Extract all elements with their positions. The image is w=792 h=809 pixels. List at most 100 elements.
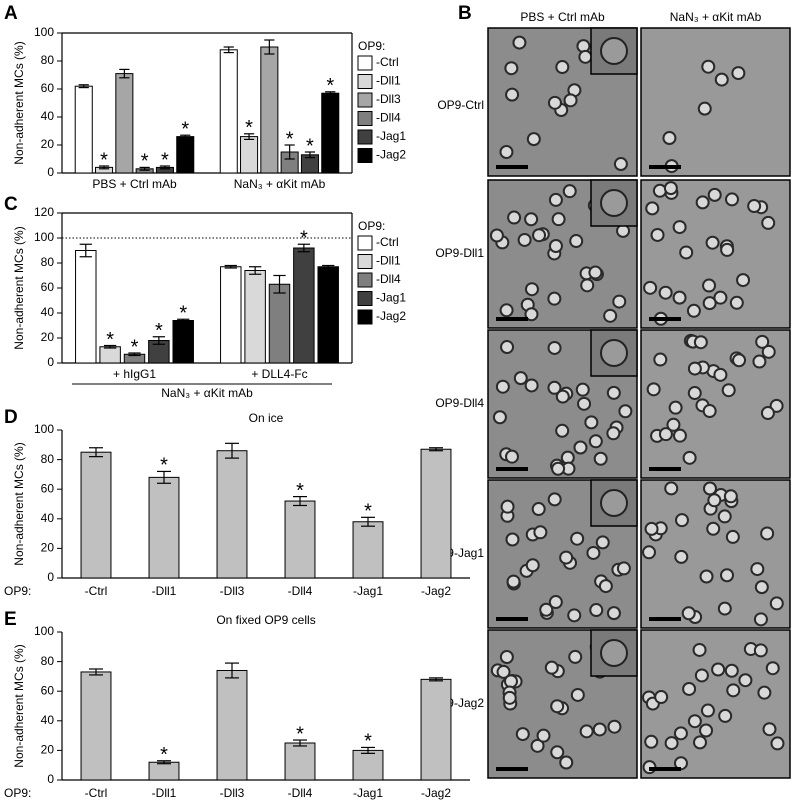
- error-bar: [157, 470, 171, 484]
- legend-label: -Dll1: [376, 74, 401, 88]
- x-tick-label: -Dll3: [220, 786, 245, 800]
- cell: [695, 195, 710, 210]
- cell: [713, 367, 728, 382]
- y-tick-label: 80: [41, 255, 55, 269]
- cell: [499, 303, 514, 318]
- cell: [531, 502, 546, 517]
- cell: [719, 568, 734, 583]
- legend-label: -Dll1: [376, 254, 401, 268]
- significance-mark: *: [306, 135, 314, 157]
- cell: [720, 242, 735, 257]
- cell: [721, 383, 736, 398]
- x-tick-label: -Ctrl: [85, 786, 108, 800]
- bar: [216, 450, 248, 579]
- legend-swatch: [357, 92, 373, 108]
- y-tick-label: 40: [41, 109, 55, 123]
- cell: [500, 340, 515, 355]
- cell: [524, 212, 539, 227]
- cell: [573, 440, 588, 455]
- error-bar: [249, 266, 262, 275]
- cell: [693, 735, 708, 750]
- panel-label: A: [4, 3, 18, 24]
- cell: [504, 449, 519, 464]
- cell: [672, 220, 687, 235]
- cell: [717, 601, 732, 616]
- error-bar: [79, 243, 92, 258]
- cell: [606, 606, 621, 621]
- column-header: NaN₃ + αKit mAb: [670, 10, 762, 24]
- cell: [687, 386, 702, 401]
- x-tick-label: + DLL4-Fc: [251, 367, 307, 381]
- cell: [512, 35, 527, 50]
- panel-label: C: [4, 194, 18, 215]
- cell: [567, 608, 582, 623]
- error-bar: [223, 46, 234, 54]
- significance-mark: *: [364, 731, 372, 753]
- cell: [513, 371, 528, 386]
- y-tick-label: 60: [41, 683, 55, 697]
- cell: [658, 285, 673, 300]
- cell: [681, 606, 696, 621]
- y-tick-label: 20: [41, 743, 55, 757]
- legend-label: -Jag1: [376, 129, 406, 143]
- cell: [579, 724, 594, 739]
- x-tick-label: -Dll4: [288, 786, 313, 800]
- cell: [674, 513, 689, 528]
- cell: [547, 340, 562, 355]
- cell: [570, 531, 585, 546]
- y-tick-label: 0: [47, 772, 54, 786]
- cell: [578, 49, 593, 64]
- cell: [760, 526, 775, 541]
- cell: [738, 673, 753, 688]
- legend-label: -Dll4: [376, 272, 401, 286]
- y-tick-label: 100: [34, 25, 54, 39]
- bar: [176, 136, 195, 174]
- cell: [539, 602, 554, 617]
- error-bar: [273, 274, 286, 294]
- cell: [568, 649, 583, 664]
- y-tick-label: 0: [47, 165, 54, 179]
- cell: [663, 181, 678, 196]
- cell: [584, 415, 599, 430]
- cell: [550, 699, 565, 714]
- cell: [644, 521, 659, 536]
- bar: [80, 451, 112, 579]
- cell: [530, 738, 545, 753]
- cell: [724, 663, 739, 678]
- y-axis-label: Non-adherent MCs (%): [12, 442, 26, 565]
- error-bar: [361, 746, 375, 754]
- legend-swatch: [357, 309, 373, 325]
- error-bar: [180, 134, 191, 139]
- bar: [420, 678, 452, 781]
- cell: [718, 708, 733, 723]
- cell: [536, 728, 551, 743]
- cell: [592, 722, 607, 737]
- cell: [524, 282, 539, 297]
- cell: [562, 184, 577, 199]
- cell: [547, 291, 562, 306]
- cell: [559, 550, 574, 565]
- cell: [687, 714, 702, 729]
- significance-mark: *: [245, 117, 253, 139]
- significance-mark: *: [131, 336, 139, 358]
- legend-swatch: [357, 291, 373, 306]
- cell: [701, 59, 716, 74]
- cell: [593, 451, 608, 466]
- cell: [646, 382, 661, 397]
- cell: [642, 545, 657, 560]
- y-tick-label: 20: [41, 137, 55, 151]
- cell: [503, 674, 518, 689]
- inset-cell: [600, 639, 628, 667]
- x-tick-label: -Dll4: [288, 584, 313, 598]
- cell: [645, 201, 660, 216]
- cell: [570, 687, 585, 702]
- cell: [533, 525, 548, 540]
- cell: [507, 210, 522, 225]
- cell: [548, 192, 563, 207]
- row-label: OP9-Dll1: [435, 246, 484, 260]
- cell: [682, 450, 697, 465]
- cell: [682, 681, 697, 696]
- cell: [770, 736, 785, 751]
- cell: [700, 703, 715, 718]
- y-tick-label: 20: [41, 541, 55, 555]
